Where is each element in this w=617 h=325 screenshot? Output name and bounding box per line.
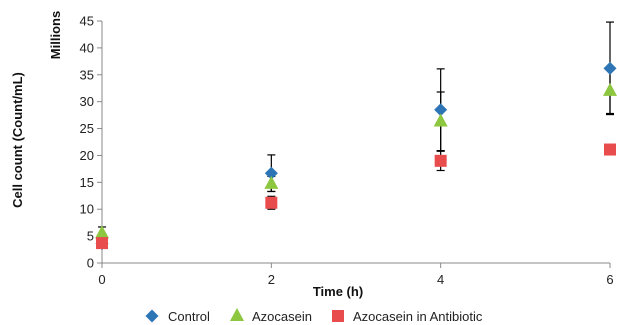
error-bars [98,21,614,247]
diamond-point [264,166,278,180]
y-tick-label: 20 [80,148,94,163]
square-point [604,143,616,156]
data-points [95,61,617,251]
triangle-point [603,82,617,96]
y-tick-label: 5 [87,229,94,244]
y-tick-label: 25 [80,121,94,136]
legend-marker-square [332,310,344,322]
square-point [434,154,447,167]
x-tick-label: 4 [437,272,444,287]
legend: Control Azocasein Azocasein in Antibiotic [145,307,483,324]
diamond-point [434,103,448,117]
x-axis-title: Time (h) [313,284,363,299]
y-axis-unit-label: Millions [48,11,63,59]
square-point [265,196,278,209]
diamond-point [603,61,617,75]
legend-label: Control [168,309,210,324]
triangle-point [433,113,448,127]
legend-marker-triangle [230,307,244,321]
y-tick-label: 15 [80,175,94,190]
legend-marker-diamond [145,309,159,323]
axes: 0 5 10 15 20 25 30 35 40 45 0 2 4 6 [80,14,614,288]
y-tick-label: 10 [80,202,94,217]
legend-label: Azocasein in Antibiotic [353,309,483,324]
x-tick-label: 6 [606,272,613,287]
square-point [96,237,108,250]
y-tick-label: 30 [80,94,94,109]
triangle-point [95,225,109,239]
x-tick-label: 2 [268,272,275,287]
y-axis-title: Cell count (Count/mL) [10,72,25,208]
triangle-point [264,175,279,189]
y-tick-label: 40 [80,40,94,55]
y-tick-label: 0 [87,256,94,271]
legend-label: Azocasein [252,309,312,324]
y-tick-label: 45 [80,14,94,29]
x-tick-label: 0 [98,272,105,287]
y-tick-label: 35 [80,67,94,82]
